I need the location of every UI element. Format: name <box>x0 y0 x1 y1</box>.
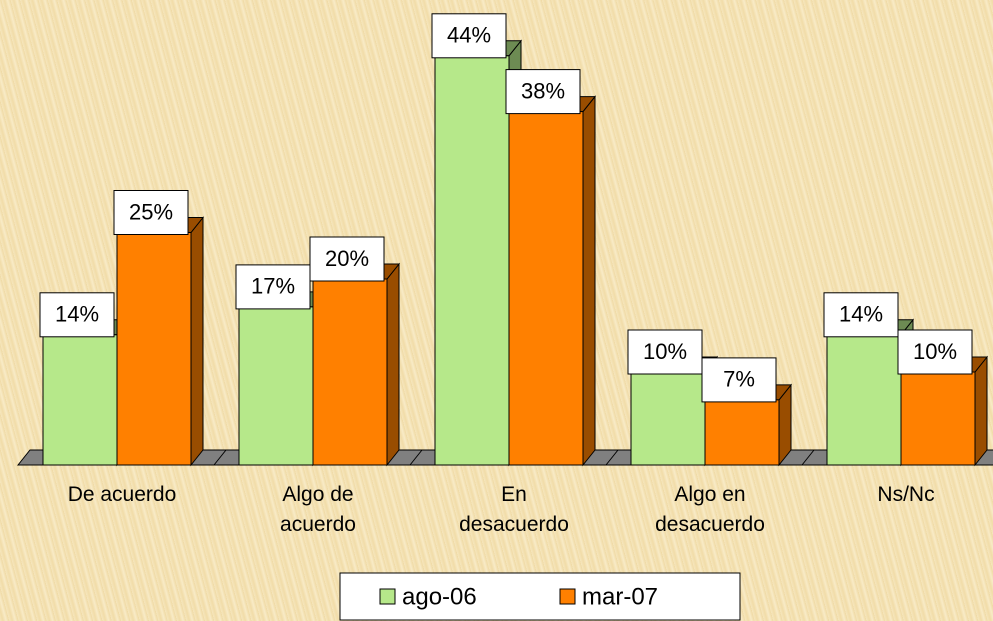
value-label: 38% <box>521 78 565 103</box>
bar-front <box>704 399 780 466</box>
x-tick-label: De acuerdo <box>67 483 177 506</box>
value-label: 44% <box>447 23 491 48</box>
bar <box>41 318 131 467</box>
floor-divider <box>409 449 423 466</box>
value-label-box <box>897 329 973 375</box>
bar-front <box>508 111 584 466</box>
legend-box <box>339 572 741 621</box>
value-label-box <box>431 13 507 59</box>
legend-swatch <box>379 588 396 605</box>
bar <box>237 290 327 467</box>
legend-swatch <box>559 588 576 605</box>
value-label-box <box>113 190 189 235</box>
bar-side <box>582 95 596 467</box>
value-label: 7% <box>723 367 755 392</box>
bar <box>311 262 401 467</box>
legend-label: mar-07 <box>582 583 658 610</box>
value-label-box <box>823 292 899 338</box>
bar-front <box>630 371 706 466</box>
value-label-box <box>505 69 581 115</box>
value-label: 17% <box>251 274 295 299</box>
bar-front <box>900 371 976 466</box>
value-label-box <box>235 264 311 310</box>
legend-label: ago-06 <box>402 583 477 610</box>
bar-front <box>116 232 192 466</box>
value-label-box <box>309 236 385 282</box>
bar-front <box>826 334 902 466</box>
x-tick-label: En desacuerdo <box>459 483 569 536</box>
floor-divider <box>213 449 227 466</box>
value-label: 14% <box>55 302 99 327</box>
value-label-box <box>701 357 777 403</box>
bar-side <box>190 216 204 467</box>
value-label: 14% <box>839 302 883 327</box>
bar-side <box>386 262 400 467</box>
bar <box>507 95 597 467</box>
bar-front <box>312 278 388 466</box>
value-label-box <box>627 329 703 375</box>
value-label: 20% <box>325 246 369 271</box>
bar-front <box>434 55 510 466</box>
x-tick-label: Algo en desacuerdo <box>655 483 765 536</box>
value-label: 10% <box>643 339 687 364</box>
floor-divider <box>801 449 815 466</box>
bar-front <box>42 334 118 466</box>
bar <box>115 216 205 467</box>
value-label-box <box>39 292 115 338</box>
value-label: 10% <box>913 339 957 364</box>
bar-front <box>238 306 314 466</box>
floor-divider <box>605 449 619 466</box>
value-label: 25% <box>129 199 173 224</box>
bar-side <box>974 355 988 467</box>
x-tick-label: Ns/Nc <box>877 483 935 506</box>
x-tick-label: Algo de acuerdo <box>280 483 356 536</box>
